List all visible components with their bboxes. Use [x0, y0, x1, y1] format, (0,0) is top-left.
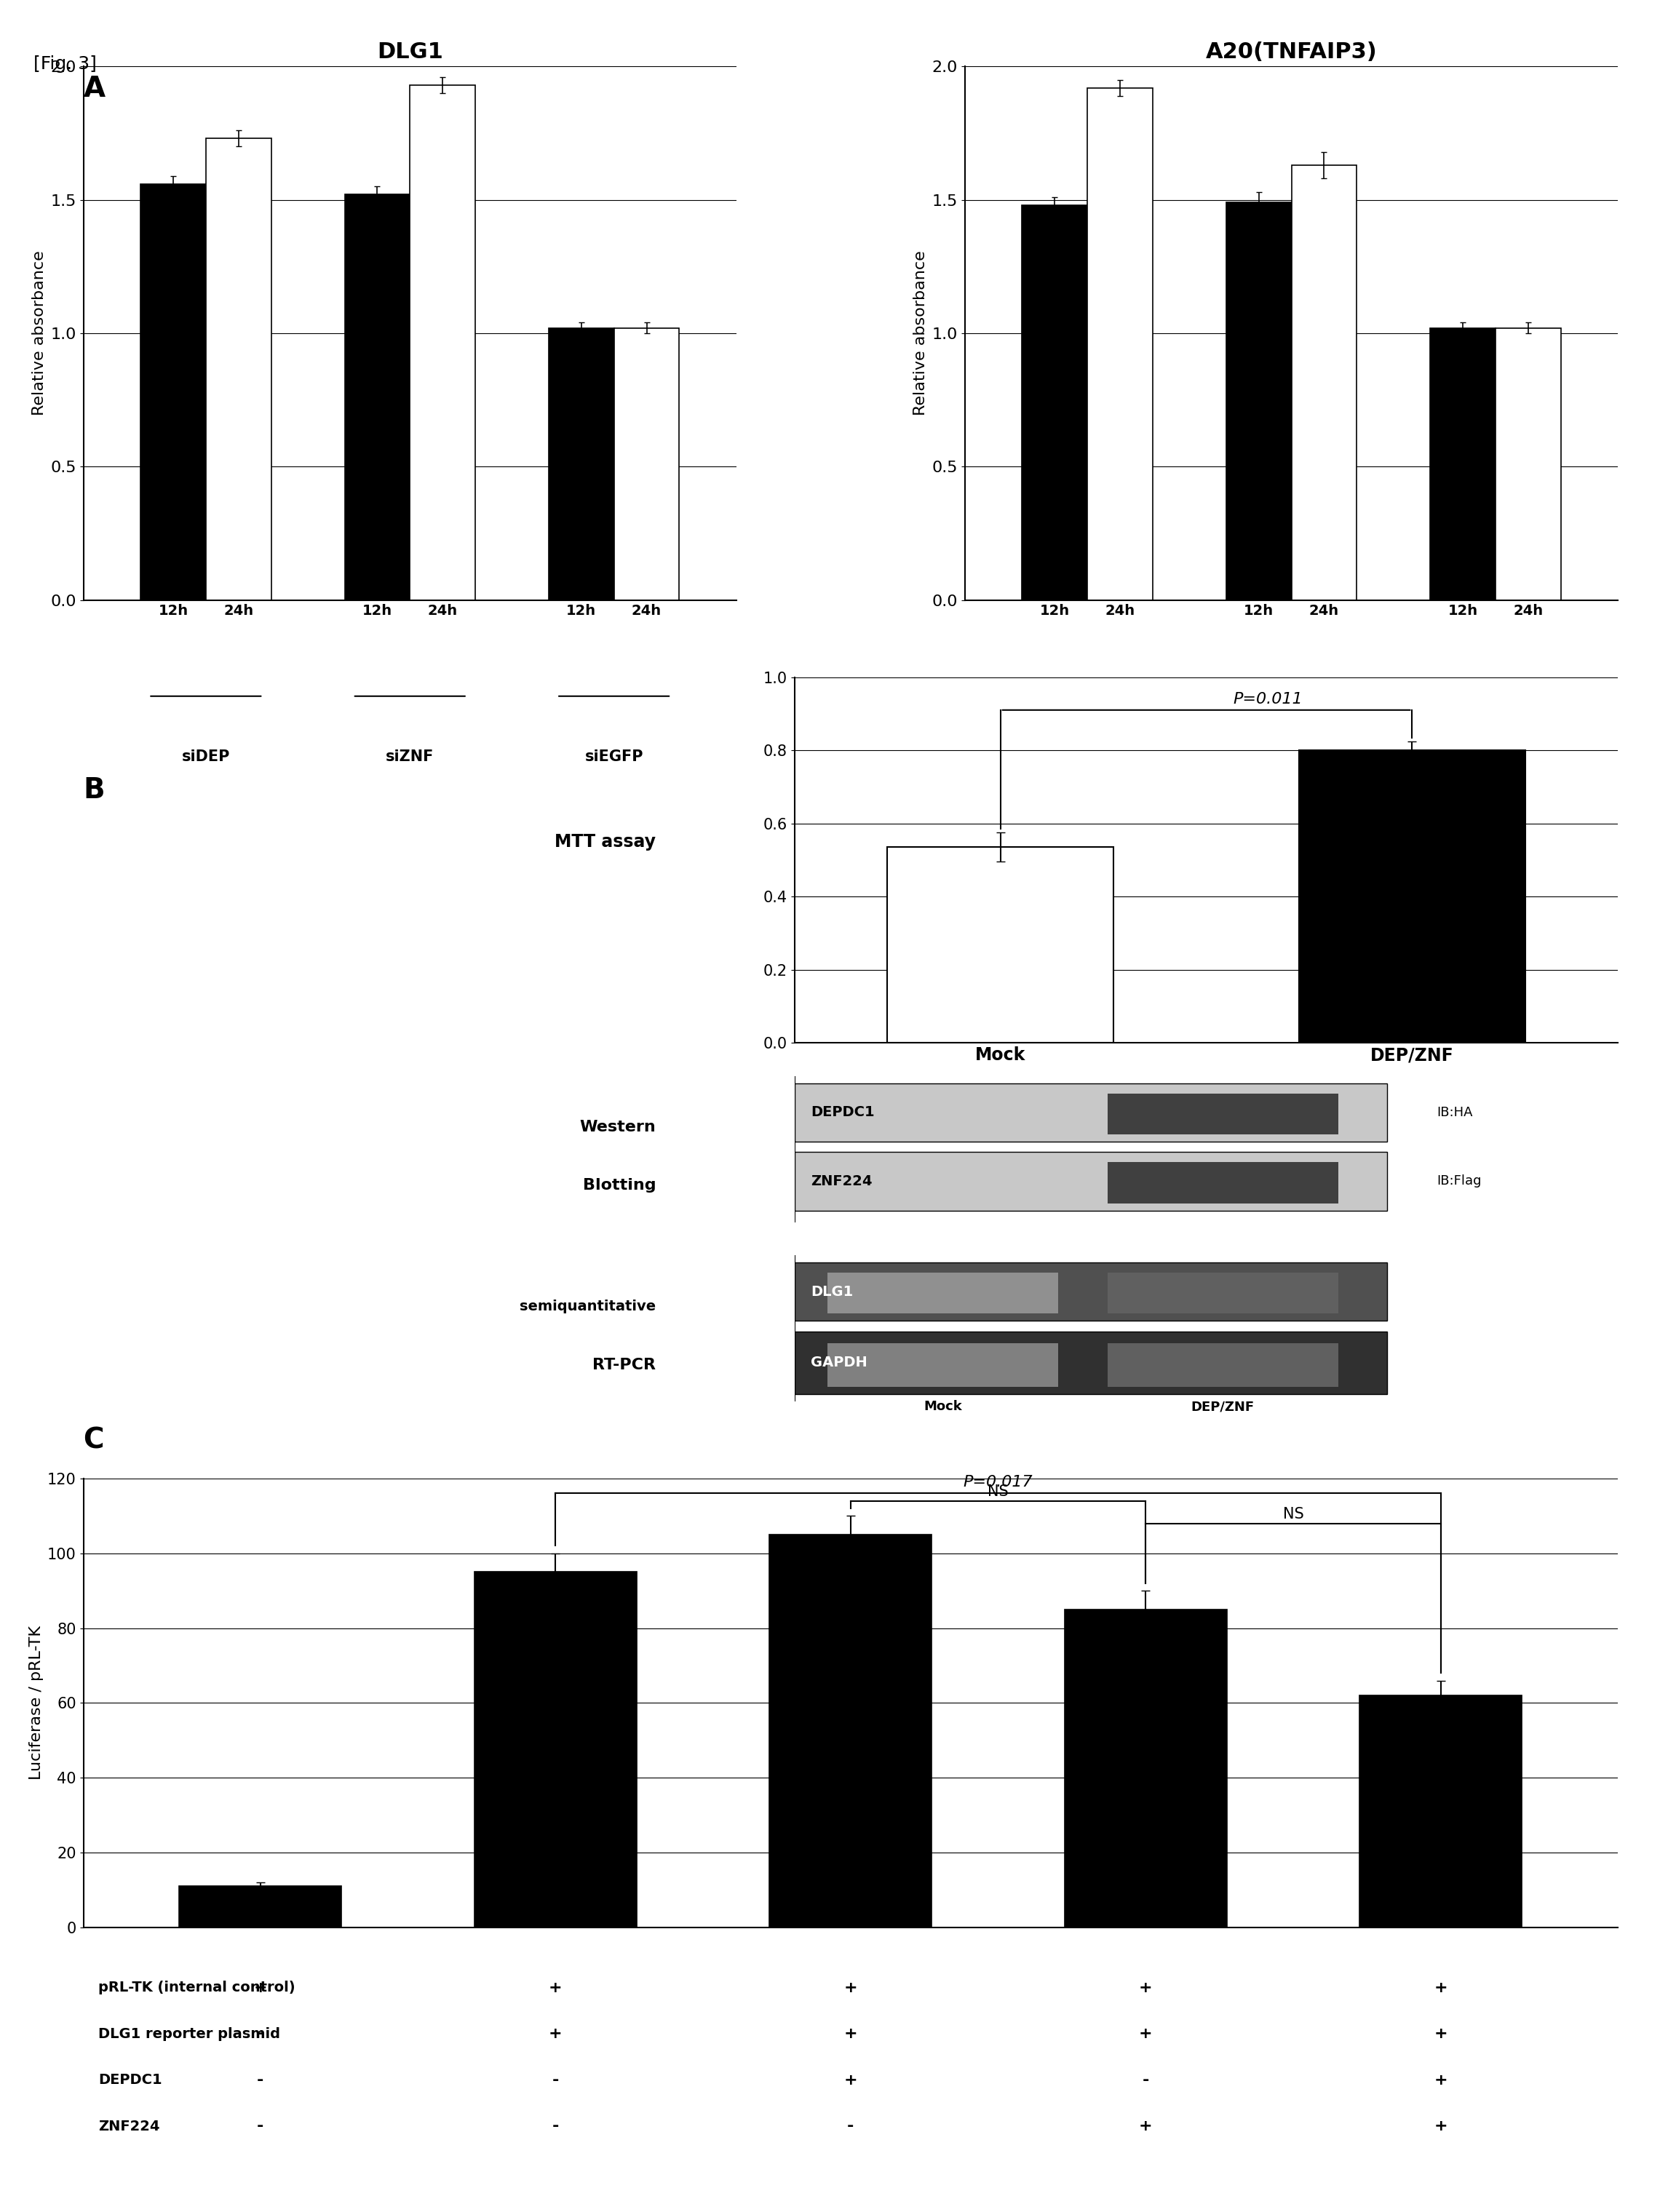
Bar: [827, 1272, 1058, 1314]
Text: siDEP: siDEP: [182, 750, 230, 763]
Bar: [1108, 1343, 1338, 1387]
Text: siZNF: siZNF: [385, 750, 434, 763]
Text: Mock: Mock: [924, 1400, 962, 1413]
Bar: [1359, 1697, 1523, 1927]
Bar: [1108, 1161, 1338, 1203]
Text: +: +: [1434, 2119, 1448, 2135]
Title: DLG1: DLG1: [377, 42, 444, 62]
Text: -: -: [257, 2119, 264, 2135]
Text: -: -: [552, 2073, 559, 2088]
Text: -: -: [847, 2119, 854, 2135]
Bar: [794, 1152, 1388, 1210]
Text: A: A: [83, 75, 105, 104]
Bar: [549, 327, 614, 599]
Text: +: +: [844, 2026, 857, 2042]
Bar: [1108, 1093, 1338, 1135]
Text: +: +: [549, 1980, 562, 1995]
Title: A20(TNFAIP3): A20(TNFAIP3): [1206, 42, 1378, 62]
Text: DEP/ZNF: DEP/ZNF: [1191, 1400, 1254, 1413]
Bar: [345, 195, 410, 599]
Text: semiquantitative: semiquantitative: [520, 1298, 656, 1314]
Text: C: C: [83, 1427, 103, 1455]
Bar: [794, 1263, 1388, 1321]
Text: +: +: [1139, 2026, 1153, 2042]
Text: -: -: [257, 2073, 264, 2088]
Text: Blotting: Blotting: [582, 1179, 656, 1192]
Bar: [1291, 166, 1356, 599]
Bar: [180, 1887, 342, 1927]
Text: ZNF224: ZNF224: [811, 1175, 872, 1188]
Bar: [1064, 1610, 1228, 1927]
Text: +: +: [1434, 2026, 1448, 2042]
Text: +: +: [1434, 2073, 1448, 2088]
Y-axis label: Luciferase / pRL-TK: Luciferase / pRL-TK: [28, 1626, 43, 1781]
Text: pRL-TK (internal control): pRL-TK (internal control): [98, 1982, 295, 1995]
Text: GAPDH: GAPDH: [811, 1356, 867, 1369]
Text: P=0.017: P=0.017: [964, 1475, 1032, 1489]
Bar: [794, 1084, 1388, 1141]
Text: [Fig. 3]: [Fig. 3]: [33, 55, 97, 73]
Text: -: -: [1143, 2073, 1149, 2088]
Text: +: +: [844, 2073, 857, 2088]
Y-axis label: Relative absorbance: Relative absorbance: [32, 250, 47, 416]
Bar: [1088, 88, 1153, 599]
Text: -: -: [257, 2026, 264, 2042]
Bar: [1299, 750, 1525, 1042]
Text: Western: Western: [580, 1119, 656, 1135]
Bar: [1496, 327, 1561, 599]
Bar: [1022, 206, 1088, 599]
Bar: [827, 1343, 1058, 1387]
Bar: [887, 847, 1114, 1042]
Text: -: -: [552, 2119, 559, 2135]
Text: siEGFP: siEGFP: [585, 750, 644, 763]
Text: +: +: [1139, 2119, 1153, 2135]
Text: +: +: [254, 1980, 267, 1995]
Bar: [794, 1332, 1388, 1394]
Text: B: B: [83, 776, 105, 805]
Text: +: +: [1434, 1980, 1448, 1995]
Text: RT-PCR: RT-PCR: [592, 1358, 656, 1371]
Bar: [1429, 327, 1496, 599]
Bar: [1108, 1272, 1338, 1314]
Text: DLG1: DLG1: [811, 1285, 854, 1298]
Text: +: +: [1139, 1980, 1153, 1995]
Text: +: +: [844, 1980, 857, 1995]
Text: siZNF: siZNF: [1268, 750, 1316, 763]
Bar: [1226, 204, 1291, 599]
Text: DLG1 reporter plasmid: DLG1 reporter plasmid: [98, 2026, 280, 2042]
Text: NS: NS: [987, 1484, 1009, 1500]
Text: MTT assay: MTT assay: [555, 834, 656, 849]
Text: IB:HA: IB:HA: [1436, 1106, 1473, 1119]
Bar: [769, 1535, 932, 1927]
Text: NS: NS: [1283, 1506, 1304, 1522]
Bar: [474, 1573, 637, 1927]
Bar: [205, 139, 272, 599]
Bar: [410, 84, 475, 599]
Text: ZNF224: ZNF224: [98, 2119, 160, 2132]
Text: siDEP: siDEP: [1063, 750, 1111, 763]
Bar: [140, 184, 205, 599]
Text: siEGFP: siEGFP: [1466, 750, 1525, 763]
Text: +: +: [549, 2026, 562, 2042]
Text: P=0.011: P=0.011: [1233, 692, 1303, 706]
Bar: [614, 327, 679, 599]
Text: IB:Flag: IB:Flag: [1436, 1175, 1481, 1188]
Y-axis label: Relative absorbance: Relative absorbance: [914, 250, 927, 416]
Text: DEPDC1: DEPDC1: [98, 2073, 162, 2088]
Text: DEPDC1: DEPDC1: [811, 1106, 874, 1119]
